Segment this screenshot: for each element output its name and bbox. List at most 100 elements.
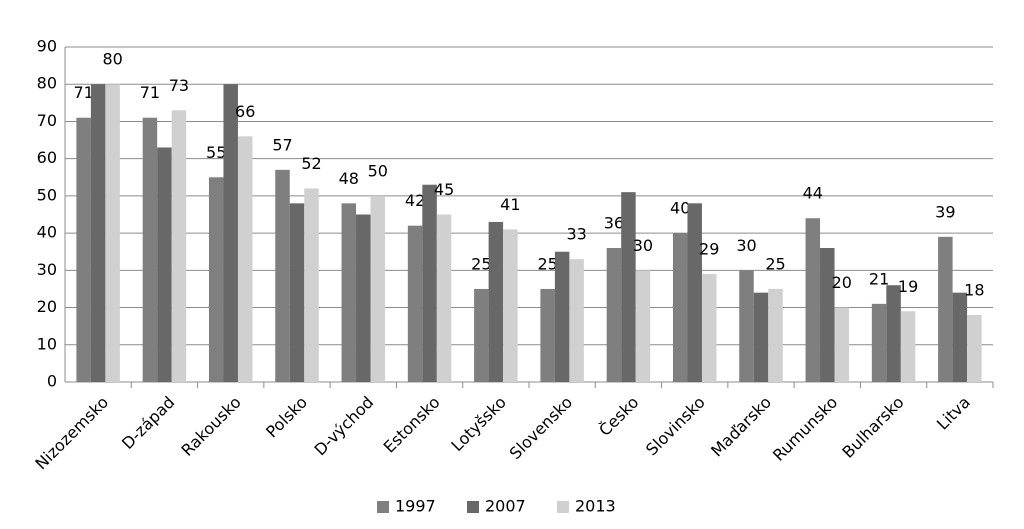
- x-tick-label: Rakousko: [178, 393, 245, 460]
- x-tick-label: Lotyšsko: [447, 393, 509, 455]
- y-tick-label: 70: [37, 111, 57, 130]
- x-tick-label: Polsko: [262, 393, 311, 442]
- data-label: 39: [935, 202, 955, 221]
- data-label: 20: [832, 273, 852, 292]
- data-label: 80: [102, 50, 122, 69]
- bar: [275, 169, 290, 382]
- y-tick-label: 80: [37, 74, 57, 93]
- bar: [739, 270, 754, 382]
- x-tick-label: Slovensko: [506, 393, 576, 463]
- bar: [753, 292, 769, 382]
- bar: [503, 229, 518, 382]
- data-label: 71: [140, 83, 160, 102]
- bar: [304, 188, 319, 382]
- x-tick-label: D-východ: [310, 393, 377, 460]
- data-label: 25: [765, 254, 785, 273]
- bar: [900, 311, 916, 382]
- bar: [90, 84, 106, 382]
- bar: [834, 307, 850, 382]
- bar: [967, 315, 982, 382]
- data-label: 29: [699, 240, 719, 259]
- y-tick-label: 90: [37, 37, 57, 56]
- bar: [422, 184, 437, 382]
- bar: [407, 225, 423, 382]
- bar: [76, 117, 91, 382]
- bar: [356, 214, 371, 382]
- legend-swatch: [467, 501, 479, 513]
- data-label: 40: [670, 199, 690, 218]
- data-label: 33: [566, 225, 586, 244]
- bar: [142, 117, 158, 382]
- bar: [952, 292, 968, 382]
- x-tick-label: Estonsko: [380, 393, 444, 457]
- data-label: 66: [235, 102, 255, 121]
- bar: [341, 203, 357, 382]
- data-label: 19: [898, 277, 918, 296]
- data-label: 52: [301, 154, 321, 173]
- y-tick-label: 60: [37, 148, 57, 167]
- data-label: 30: [736, 236, 756, 255]
- bar: [621, 192, 636, 382]
- data-label: 55: [206, 143, 226, 162]
- bar: [554, 251, 570, 382]
- bar: [805, 218, 821, 382]
- bar: [938, 236, 953, 382]
- y-tick-label: 40: [37, 223, 57, 242]
- legend-swatch: [557, 501, 569, 513]
- bar: [569, 259, 584, 382]
- x-tick-label: Litva: [933, 393, 974, 434]
- bar: [768, 288, 783, 382]
- legend-label: 1997: [395, 497, 436, 516]
- x-tick-label: Rumunsko: [769, 393, 841, 465]
- data-label: 73: [169, 76, 189, 95]
- bar: [474, 288, 489, 382]
- x-tick-label: D-západ: [118, 393, 178, 453]
- data-label: 44: [803, 184, 823, 203]
- x-tick-label: Bulharsko: [838, 393, 907, 462]
- data-label: 42: [405, 191, 425, 210]
- legend-label: 2013: [575, 497, 616, 516]
- bar: [370, 195, 386, 382]
- bar: [871, 303, 887, 382]
- bar: [687, 203, 702, 382]
- x-tick-label: Maďarsko: [707, 393, 775, 461]
- data-label: 25: [471, 254, 491, 273]
- data-label: 45: [434, 180, 454, 199]
- data-label: 41: [500, 195, 520, 214]
- bar: [820, 248, 835, 382]
- data-label: 57: [272, 135, 292, 154]
- bar: [672, 233, 688, 382]
- data-label: 18: [964, 281, 984, 300]
- data-label: 25: [537, 254, 557, 273]
- x-tick-label: Slovinsko: [642, 393, 709, 460]
- bar: [289, 203, 305, 382]
- x-tick-label: Česko: [595, 393, 642, 440]
- bar: [105, 84, 120, 382]
- y-tick-label: 20: [37, 297, 57, 316]
- y-tick-label: 0: [47, 372, 57, 391]
- bar: [436, 214, 452, 382]
- bar: [488, 221, 504, 382]
- y-tick-label: 10: [37, 334, 57, 353]
- data-label: 36: [604, 214, 624, 233]
- data-label: 71: [73, 83, 93, 102]
- bar: [223, 84, 238, 382]
- data-label: 48: [339, 169, 359, 188]
- bar: [635, 270, 651, 382]
- bar: [157, 147, 172, 382]
- bar: [886, 285, 901, 382]
- bar: [606, 248, 622, 382]
- bar: [237, 136, 253, 382]
- legend-label: 2007: [485, 497, 526, 516]
- bar: [171, 110, 187, 383]
- legend-swatch: [377, 501, 389, 513]
- data-label: 21: [869, 269, 889, 288]
- bar: [701, 274, 717, 382]
- bar: [540, 288, 555, 382]
- x-tick-label: Nizozemsko: [31, 393, 112, 474]
- bar: [208, 177, 224, 382]
- y-tick-label: 50: [37, 185, 57, 204]
- y-tick-label: 30: [37, 260, 57, 279]
- data-label: 50: [368, 161, 388, 180]
